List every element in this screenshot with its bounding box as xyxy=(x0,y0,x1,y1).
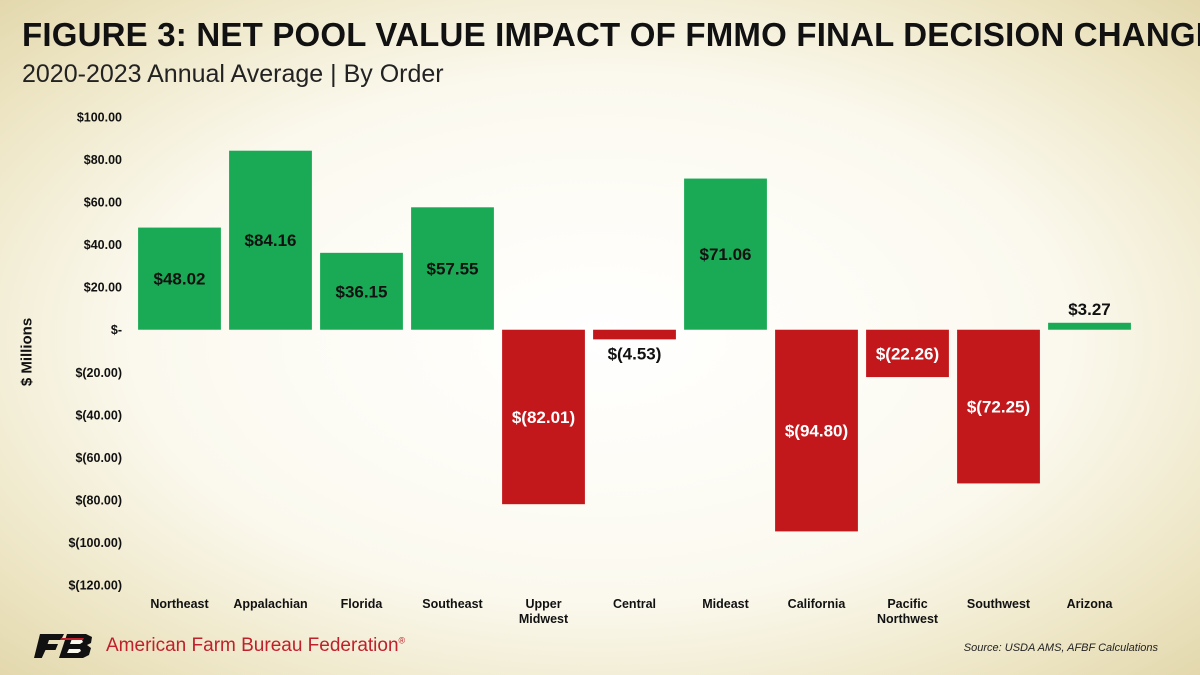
data-label: $48.02 xyxy=(154,270,206,289)
x-tick-label: Arizona xyxy=(1067,597,1114,611)
data-label: $(22.26) xyxy=(876,344,939,363)
x-tick-label: Midwest xyxy=(519,612,569,626)
x-tick-label: Northwest xyxy=(877,612,939,626)
bar xyxy=(593,329,676,340)
data-label: $(94.80) xyxy=(785,422,848,441)
y-tick-label: $80.00 xyxy=(84,153,122,167)
source-note: Source: USDA AMS, AFBF Calculations xyxy=(963,642,1158,654)
y-tick-label: $(40.00) xyxy=(75,408,122,422)
registered-mark: ® xyxy=(398,635,406,646)
farm-bureau-logo-icon xyxy=(34,634,92,658)
data-label: $(82.01) xyxy=(512,408,575,427)
data-label: $(72.25) xyxy=(967,398,1030,417)
y-tick-label: $(100.00) xyxy=(68,536,122,550)
data-label: $71.06 xyxy=(700,245,752,264)
y-tick-label: $(60.00) xyxy=(75,451,122,465)
bar xyxy=(138,227,221,330)
y-tick-label: $(20.00) xyxy=(75,366,122,380)
x-tick-label: Southeast xyxy=(422,597,483,611)
y-tick-label: $100.00 xyxy=(77,111,122,125)
org-name-text: American Farm Bureau Federation xyxy=(106,635,399,656)
x-tick-label: California xyxy=(788,597,847,611)
x-tick-label: Pacific xyxy=(887,597,927,611)
bar xyxy=(320,252,403,330)
x-tick-label: Upper xyxy=(525,597,561,611)
bar xyxy=(684,178,767,330)
data-label: $36.15 xyxy=(336,282,388,301)
y-tick-label: $20.00 xyxy=(84,281,122,295)
afbf-logo: American Farm Bureau Federation® xyxy=(34,632,405,660)
bar xyxy=(411,207,494,330)
data-label: $57.55 xyxy=(427,260,479,279)
bar xyxy=(866,329,949,378)
x-tick-label: Central xyxy=(613,597,656,611)
x-tick-label: Mideast xyxy=(702,597,749,611)
data-label: $84.16 xyxy=(245,231,297,250)
bar xyxy=(957,329,1040,484)
x-tick-label: Florida xyxy=(341,597,384,611)
x-tick-label: Appalachian xyxy=(233,597,307,611)
x-tick-label: Northeast xyxy=(150,597,209,611)
y-axis-label: $ Millions xyxy=(18,317,36,387)
y-tick-label: $- xyxy=(111,323,122,337)
bar xyxy=(502,329,585,505)
x-tick-label: Southwest xyxy=(967,597,1031,611)
organization-name: American Farm Bureau Federation® xyxy=(106,635,405,657)
bar xyxy=(775,329,858,532)
page-subtitle: 2020-2023 Annual Average | By Order xyxy=(22,60,444,88)
bar xyxy=(229,150,312,330)
y-tick-label: $(80.00) xyxy=(75,493,122,507)
data-label: $3.27 xyxy=(1068,300,1111,319)
y-tick-label: $60.00 xyxy=(84,196,122,210)
page-title: FIGURE 3: NET POOL VALUE IMPACT OF FMMO … xyxy=(22,16,1200,53)
y-tick-label: $(120.00) xyxy=(68,579,122,593)
bar xyxy=(1048,322,1131,330)
data-label: $(4.53) xyxy=(608,344,662,363)
y-tick-label: $40.00 xyxy=(84,238,122,252)
